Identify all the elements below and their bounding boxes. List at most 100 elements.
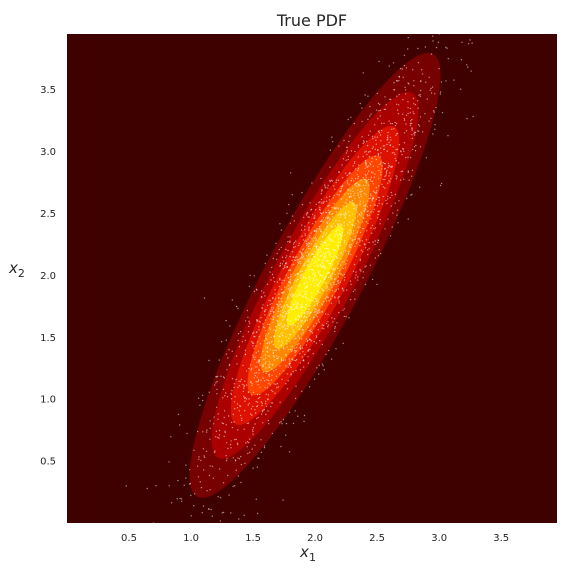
scatter-point [226,442,228,444]
scatter-point [337,228,340,230]
scatter-point [308,268,310,271]
scatter-point [336,232,338,234]
scatter-point [259,364,261,366]
scatter-point [270,336,272,338]
scatter-point [239,414,242,417]
scatter-point [409,112,411,114]
scatter-point [364,151,366,153]
scatter-point [209,420,211,422]
scatter-point [268,323,271,326]
scatter-point [364,167,366,169]
scatter-point [335,179,338,181]
scatter-point [211,465,214,467]
scatter-point [294,349,296,352]
scatter-point [386,150,388,152]
scatter-point [411,175,413,177]
scatter-point [325,353,327,356]
scatter-point [319,311,321,314]
scatter-point [331,206,333,208]
scatter-point [351,200,354,202]
scatter-point [449,31,450,32]
scatter-point [411,137,414,140]
scatter-point [400,170,402,173]
scatter-point [388,141,390,143]
scatter-point [466,64,468,66]
scatter-point [291,295,293,297]
scatter-point [343,241,346,244]
scatter-point [217,496,219,498]
scatter-point [383,162,386,165]
scatter-point [384,178,386,181]
scatter-point [327,326,329,328]
scatter-point [277,315,279,318]
scatter-point [380,171,382,174]
scatter-point [306,260,308,262]
scatter-point [316,250,318,253]
scatter-point [202,431,204,433]
scatter-point [340,187,342,190]
scatter-point [253,275,255,277]
scatter-point [248,442,250,444]
scatter-point [281,263,284,265]
scatter-point [330,298,332,300]
scatter-point [375,198,378,200]
scatter-point [354,197,356,200]
scatter-point [316,284,318,286]
scatter-point [238,410,240,412]
scatter-point [388,65,390,67]
scatter-point [335,348,337,350]
scatter-point [268,382,270,384]
scatter-point [438,67,440,70]
scatter-point [322,304,324,306]
scatter-point [323,268,326,270]
scatter-point [327,296,329,298]
scatter-point [301,235,303,237]
scatter-point [265,309,267,311]
scatter-point [334,296,336,298]
scatter-point [246,441,249,443]
scatter-point [350,193,352,195]
scatter-point [314,217,316,219]
scatter-point [322,281,325,283]
scatter-point [343,139,345,142]
scatter-point [440,182,443,185]
scatter-point [336,322,338,324]
scatter-point [324,234,327,236]
scatter-point [348,173,350,175]
scatter-point [303,291,305,293]
scatter-point [303,414,306,417]
scatter-point [312,272,315,274]
scatter-point [273,277,275,279]
scatter-point [266,351,269,353]
scatter-point [176,547,177,548]
scatter-point [209,427,211,429]
scatter-point [361,120,363,123]
scatter-point [218,429,221,432]
scatter-point [461,41,463,43]
scatter-point [304,320,306,323]
scatter-point [290,366,292,369]
y-tick-label: 0.5 [40,457,56,468]
scatter-point [375,139,377,141]
scatter-point [272,352,274,354]
scatter-point [411,134,413,136]
y-tick-label: 3.0 [40,147,56,158]
scatter-point [291,345,293,348]
scatter-point [229,443,232,446]
scatter-point [318,225,321,228]
scatter-point [419,95,422,98]
scatter-point [347,155,349,158]
scatter-point [328,199,330,201]
scatter-point [372,211,374,213]
scatter-point [295,350,297,352]
scatter-point [414,131,416,133]
scatter-point [377,155,379,157]
scatter-point [334,254,336,256]
scatter-point [296,303,298,305]
scatter-point [299,251,301,253]
scatter-point [315,238,318,240]
scatter-point [384,187,386,189]
scatter-point [313,230,315,232]
scatter-point [272,364,274,366]
scatter-point [336,257,339,259]
